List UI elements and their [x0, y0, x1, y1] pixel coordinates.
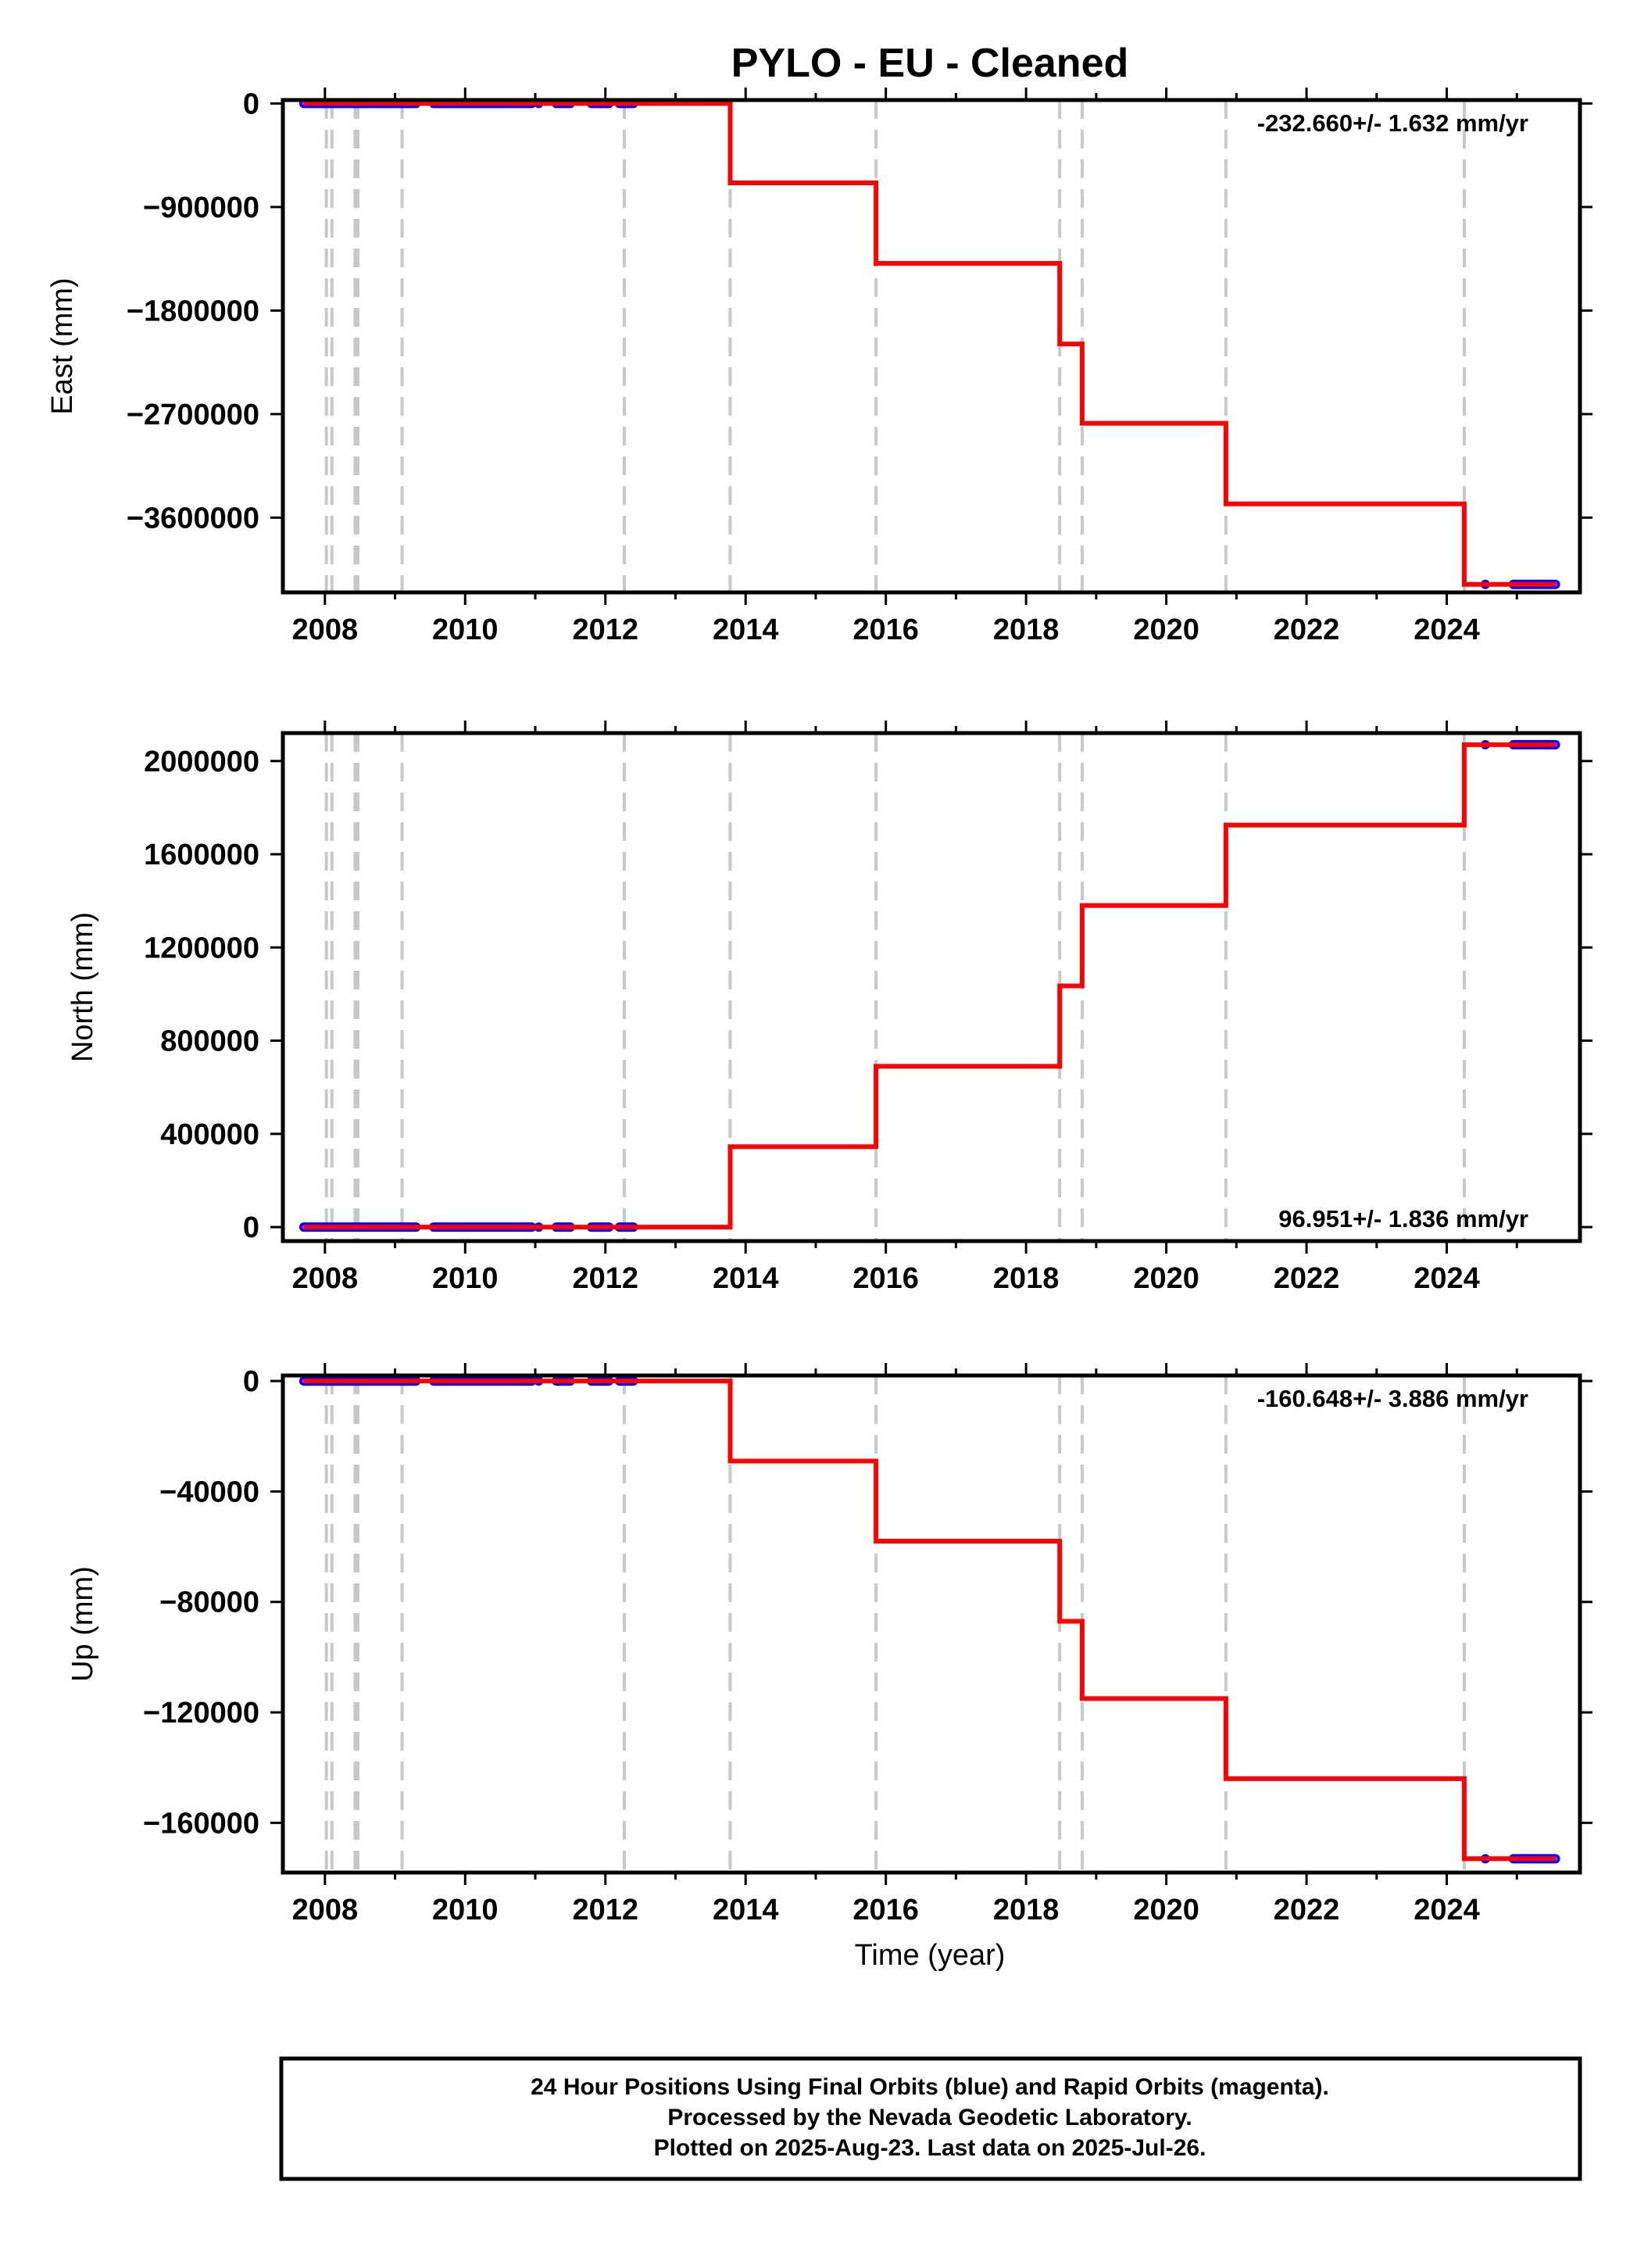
up-xtick-label-7: 2022	[1274, 1894, 1340, 1926]
up-xtick-label-4: 2016	[852, 1894, 919, 1926]
north-ytick-label-5: 2000000	[144, 746, 259, 778]
east-ylabel: East (mm)	[46, 277, 79, 414]
up-xtick-label-3: 2014	[713, 1894, 779, 1926]
east-xtick-label-3: 2014	[713, 614, 779, 646]
north-ylabel: North (mm)	[66, 912, 99, 1062]
up-xtick-label-0: 2008	[292, 1894, 359, 1926]
north-ytick-label-1: 400000	[160, 1118, 259, 1151]
north-xtick-label-3: 2014	[713, 1262, 779, 1295]
up-rate-annotation: -160.648+/- 3.886 mm/yr	[1257, 1385, 1528, 1412]
north-xtick-label-2: 2012	[572, 1262, 638, 1295]
north-xtick-label-6: 2020	[1133, 1262, 1199, 1295]
east-ytick-label-2: −1800000	[127, 295, 259, 327]
up-ytick-label-1: −40000	[159, 1476, 259, 1508]
east-ytick-label-4: −3600000	[127, 502, 259, 535]
north-xtick-label-8: 2024	[1414, 1262, 1480, 1295]
x-axis-label: Time (year)	[855, 1939, 1006, 1972]
up-ylabel: Up (mm)	[66, 1566, 99, 1682]
north-xtick-label-4: 2016	[852, 1262, 919, 1295]
up-model-line	[303, 1379, 1556, 1862]
north-ytick-label-3: 1200000	[144, 932, 259, 964]
up-panel: 2008 2010 2012 2014 2016 2018 2020 2022 2024 0 −40…	[66, 1363, 1592, 1926]
up-ytick-label-2: −80000	[159, 1587, 259, 1619]
up-ytick-label-3: −120000	[143, 1697, 259, 1730]
up-xtick-label-6: 2020	[1133, 1894, 1199, 1926]
up-xtick-label-5: 2018	[993, 1894, 1060, 1926]
north-xtick-label-5: 2018	[993, 1262, 1060, 1295]
east-xtick-label-1: 2010	[432, 614, 499, 646]
north-ytick-label-0: 0	[243, 1211, 259, 1244]
east-xtick-label-8: 2024	[1414, 614, 1480, 646]
figure-title: PYLO - EU - Cleaned	[731, 41, 1129, 86]
footer-line-2: Processed by the Nevada Geodetic Laborat…	[667, 2105, 1192, 2130]
up-xtick-label-2: 2012	[572, 1894, 638, 1926]
north-xtick-label-1: 2010	[432, 1262, 499, 1295]
east-xtick-label-6: 2020	[1133, 614, 1199, 646]
up-xtick-label-8: 2024	[1414, 1894, 1480, 1926]
east-xtick-label-7: 2022	[1274, 614, 1340, 646]
east-panel: 2008 2010 2012 2014 2016 2018 2020 2022 2024 0 −90…	[46, 88, 1592, 646]
north-plot-frame	[281, 731, 1582, 1243]
east-rate-annotation: -232.660+/- 1.632 mm/yr	[1257, 109, 1528, 137]
up-ytick-label-0: 0	[243, 1365, 259, 1398]
east-ytick-label-0: 0	[243, 88, 259, 120]
east-ytick-label-3: −2700000	[127, 399, 259, 431]
east-xtick-label-5: 2018	[993, 614, 1060, 646]
north-xtick-label-0: 2008	[292, 1262, 359, 1295]
up-xtick-label-1: 2010	[432, 1894, 499, 1926]
east-xtick-label-4: 2016	[852, 614, 919, 646]
east-xtick-label-2: 2012	[572, 614, 638, 646]
north-panel: 2008 2010 2012 2014 2016 2018 2020 2022 2024 0 400…	[66, 721, 1592, 1295]
east-ytick-label-1: −900000	[143, 191, 259, 224]
footer-line-3: Plotted on 2025-Aug-23. Last data on 202…	[654, 2135, 1206, 2161]
north-model-line	[303, 742, 1556, 1230]
up-ytick-label-4: −160000	[143, 1807, 259, 1840]
east-model-line	[303, 101, 1556, 587]
east-xtick-label-0: 2008	[292, 614, 359, 646]
footer-line-1: 24 Hour Positions Using Final Orbits (bl…	[531, 2074, 1329, 2100]
footer-box: 24 Hour Positions Using Final Orbits (bl…	[279, 2056, 1582, 2181]
north-rate-annotation: 96.951+/- 1.836 mm/yr	[1278, 1205, 1528, 1232]
north-ytick-label-2: 800000	[160, 1025, 259, 1058]
east-plot-frame	[281, 98, 1582, 595]
north-xtick-label-7: 2022	[1274, 1262, 1340, 1295]
north-ytick-label-4: 1600000	[144, 839, 259, 871]
footer-border	[279, 2056, 1582, 2181]
up-plot-frame	[281, 1373, 1582, 1875]
